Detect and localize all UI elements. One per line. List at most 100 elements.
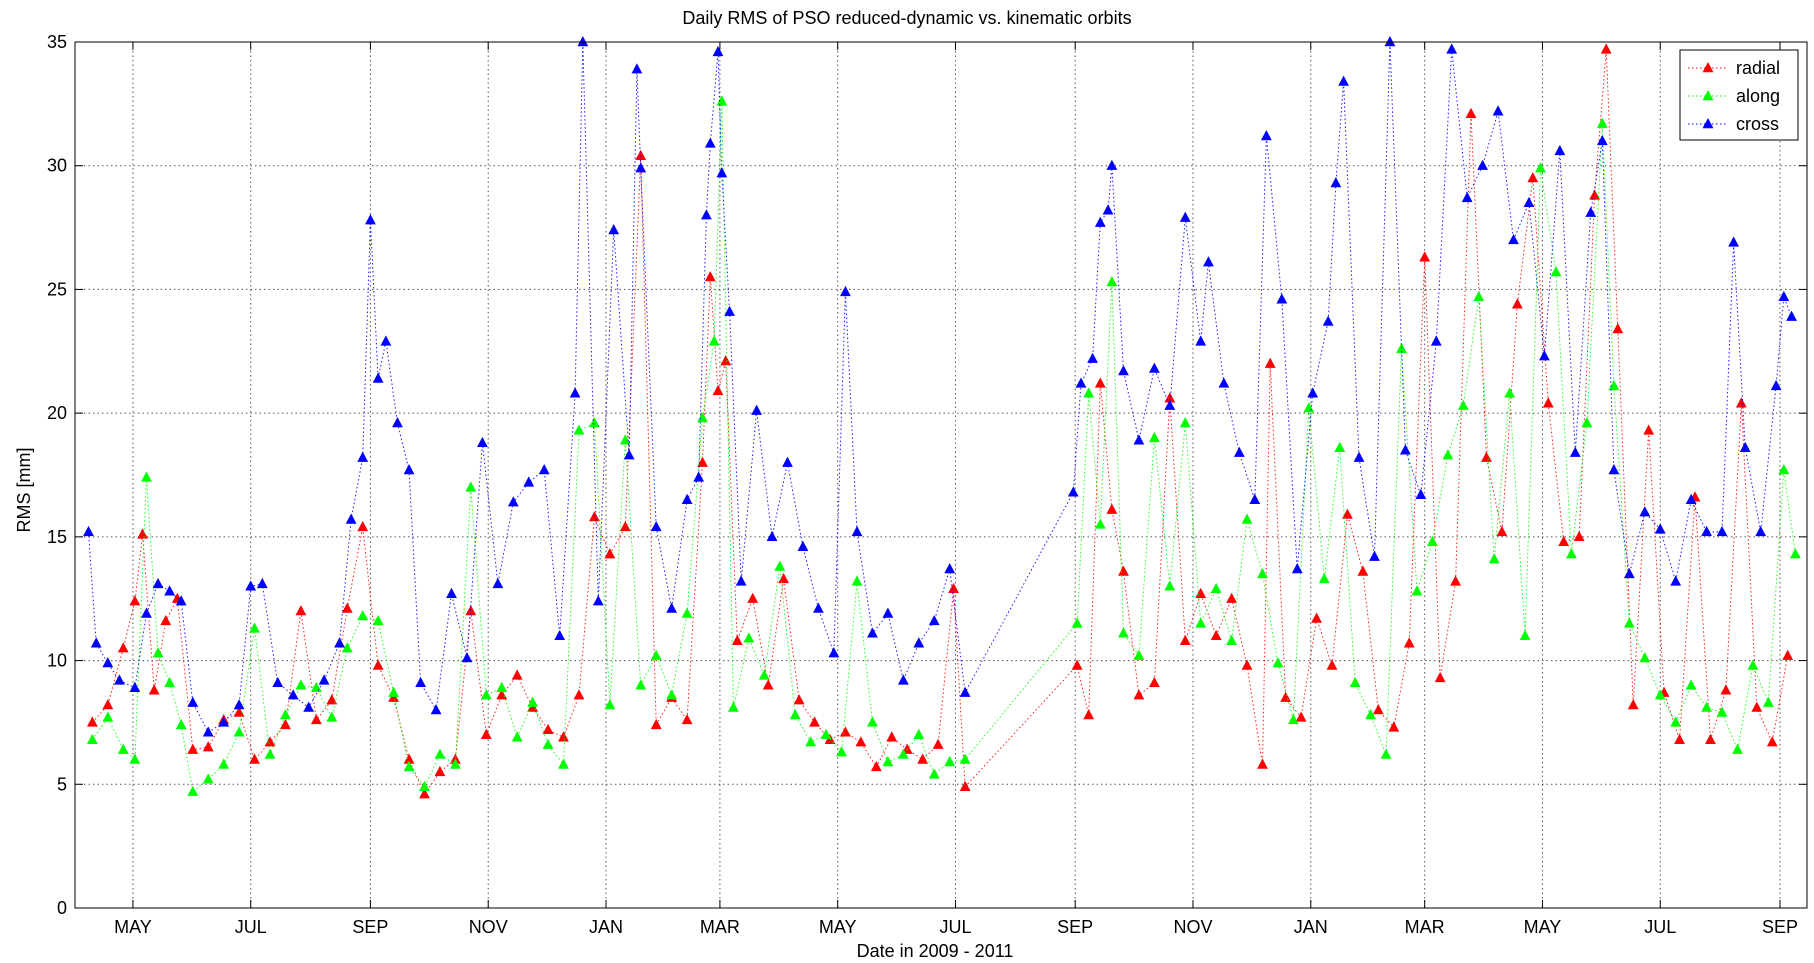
data-point-radial: [1210, 629, 1222, 641]
data-point-cross: [959, 686, 971, 697]
data-point-cross: [1164, 399, 1176, 410]
data-point-cross: [812, 602, 824, 613]
data-point-cross: [372, 372, 384, 383]
data-point-radial: [137, 528, 148, 539]
data-point-radial: [357, 520, 369, 532]
data-point-along: [1365, 709, 1377, 720]
data-point-along: [1287, 713, 1299, 725]
data-point-radial: [1094, 377, 1106, 388]
data-point-along: [1148, 431, 1160, 443]
data-point-along: [218, 758, 230, 769]
data-point-along: [310, 681, 322, 692]
data-point-radial: [1118, 565, 1129, 576]
data-point-radial: [704, 271, 716, 282]
data-point-cross: [650, 520, 662, 532]
data-point-cross: [1087, 352, 1098, 363]
data-point-cross: [334, 637, 345, 648]
data-point-radial: [809, 716, 820, 727]
y-tick-label: 35: [47, 32, 67, 52]
data-point-cross: [851, 525, 863, 537]
y-tick-label: 5: [57, 774, 67, 794]
x-tick-label: MAR: [1405, 917, 1445, 937]
data-point-along: [897, 748, 909, 759]
data-point-cross: [1508, 233, 1519, 245]
x-tick-label: SEP: [1762, 917, 1798, 937]
data-point-radial: [1257, 758, 1268, 769]
data-point-cross: [1415, 488, 1427, 499]
data-point-radial: [1643, 424, 1655, 435]
data-point-along: [1118, 627, 1129, 638]
data-point-along: [1164, 580, 1176, 591]
data-point-cross: [415, 676, 427, 688]
x-tick-label: JUL: [939, 917, 971, 937]
data-point-radial: [793, 694, 805, 705]
x-tick-label: NOV: [469, 917, 508, 937]
data-point-cross: [1755, 525, 1767, 537]
data-point-cross: [1569, 446, 1581, 457]
data-point-cross: [1307, 387, 1319, 398]
data-point-along: [1639, 652, 1651, 663]
y-axis-label: RMS [mm]: [14, 448, 34, 533]
data-point-cross: [392, 417, 403, 428]
data-point-cross: [403, 464, 415, 475]
data-point-radial: [1720, 684, 1732, 695]
data-point-along: [743, 632, 755, 643]
data-point-radial: [434, 765, 446, 777]
data-point-along: [1071, 617, 1083, 628]
data-point-along: [449, 758, 461, 769]
x-tick-label: NOV: [1173, 917, 1212, 937]
data-point-along: [511, 731, 523, 742]
data-point-along: [944, 756, 956, 767]
x-tick-label: JUL: [1644, 917, 1676, 937]
data-point-cross: [1179, 211, 1191, 222]
legend-box: [1679, 49, 1799, 141]
data-point-cross: [1778, 290, 1790, 302]
data-point-cross: [1461, 191, 1473, 203]
data-point-radial: [747, 592, 759, 603]
data-point-along: [716, 95, 728, 106]
data-point-along: [619, 434, 631, 445]
data-point-radial: [1280, 691, 1292, 702]
data-point-along: [1716, 706, 1728, 717]
data-point-cross: [102, 657, 114, 668]
data-point-along: [928, 768, 940, 779]
data-point-radial: [712, 384, 724, 396]
data-point-along: [1133, 649, 1145, 660]
data-point-radial: [1357, 565, 1369, 576]
data-point-radial: [1311, 612, 1322, 623]
data-point-radial: [1083, 709, 1095, 720]
data-point-along: [542, 738, 554, 749]
data-point-cross: [1670, 575, 1682, 586]
data-point-radial: [1542, 397, 1554, 408]
x-tick-label: JAN: [1294, 917, 1328, 937]
data-point-radial: [589, 511, 600, 522]
x-tick-label: MAY: [819, 917, 857, 937]
data-point-along: [1318, 572, 1330, 584]
data-point-cross: [1260, 130, 1272, 141]
data-point-along: [650, 649, 662, 660]
chart-title: Daily RMS of PSO reduced-dynamic vs. kin…: [682, 8, 1131, 28]
data-point-radial: [280, 718, 291, 730]
data-point-radial: [1511, 298, 1523, 309]
data-point-cross: [1596, 134, 1608, 146]
data-point-along: [249, 622, 260, 633]
data-point-radial: [310, 713, 322, 725]
data-point-along: [233, 726, 245, 737]
data-point-along: [1427, 535, 1438, 547]
data-point-cross: [345, 513, 357, 524]
data-point-along: [1747, 659, 1759, 670]
data-point-radial: [326, 694, 338, 705]
data-point-along: [681, 607, 693, 618]
x-tick-label: JAN: [589, 917, 623, 937]
data-point-cross: [1330, 177, 1342, 188]
data-point-cross: [365, 214, 376, 225]
data-point-along: [341, 642, 353, 653]
data-point-radial: [558, 731, 569, 742]
data-point-cross: [592, 595, 604, 606]
data-point-along: [1535, 162, 1546, 173]
data-point-along: [1226, 634, 1237, 645]
data-point-radial: [959, 780, 971, 791]
data-point-along: [164, 676, 176, 688]
y-tick-label: 30: [47, 156, 67, 176]
